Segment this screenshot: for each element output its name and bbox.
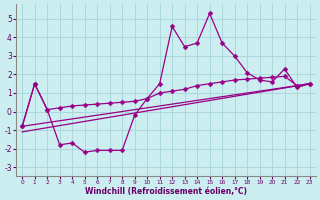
X-axis label: Windchill (Refroidissement éolien,°C): Windchill (Refroidissement éolien,°C) xyxy=(85,187,247,196)
